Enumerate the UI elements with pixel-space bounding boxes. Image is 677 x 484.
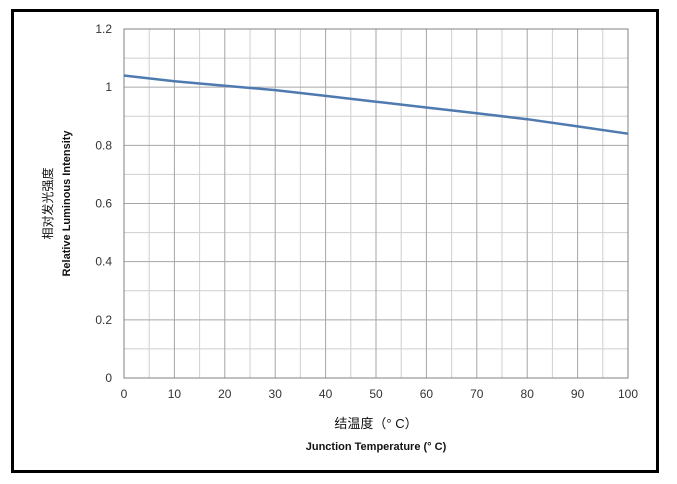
x-tick-label: 50 — [369, 387, 383, 401]
x-tick-label: 30 — [269, 387, 283, 401]
x-tick-label: 60 — [420, 387, 434, 401]
x-tick-label: 80 — [521, 387, 535, 401]
x-axis-tick-labels: 0 10 20 30 40 50 60 70 80 90 100 — [121, 387, 639, 401]
x-tick-label: 100 — [618, 387, 638, 401]
y-tick-label: 1.2 — [95, 22, 112, 36]
series-line-0 — [123, 74, 629, 135]
y-tick-label: 0.4 — [95, 255, 112, 269]
y-tick-label: 0 — [105, 371, 112, 385]
x-axis-title: 结温度（° C） — [334, 416, 417, 431]
x-tick-label: 0 — [121, 387, 128, 401]
y-tick-label: 0.8 — [95, 138, 112, 152]
line-chart: 0 10 20 30 40 50 60 70 80 90 100 0 0.2 0.4 0.6 0.8 1 1.2… — [40, 22, 639, 453]
x-tick-label: 20 — [218, 387, 232, 401]
y-tick-label: 1 — [105, 80, 112, 94]
x-tick-label: 70 — [470, 387, 484, 401]
series-layer — [123, 74, 629, 135]
x-tick-label: 40 — [319, 387, 333, 401]
y-axis-title: 相对发光强度 — [40, 167, 55, 239]
y-tick-label: 0.2 — [95, 313, 112, 327]
y-axis-tick-labels: 0 0.2 0.4 0.6 0.8 1 1.2 — [95, 22, 112, 385]
y-axis-title-english: Relative Luminous Intensity — [61, 130, 73, 277]
chart-frame: 0 10 20 30 40 50 60 70 80 90 100 0 0.2 0.4 0.6 0.8 1 1.2… — [11, 9, 659, 473]
plot-area-border — [123, 28, 629, 379]
x-tick-label: 90 — [571, 387, 585, 401]
y-tick-label: 0.6 — [95, 197, 112, 211]
x-axis-title-english: Junction Temperature (° C) — [306, 441, 447, 453]
x-tick-label: 10 — [168, 387, 182, 401]
